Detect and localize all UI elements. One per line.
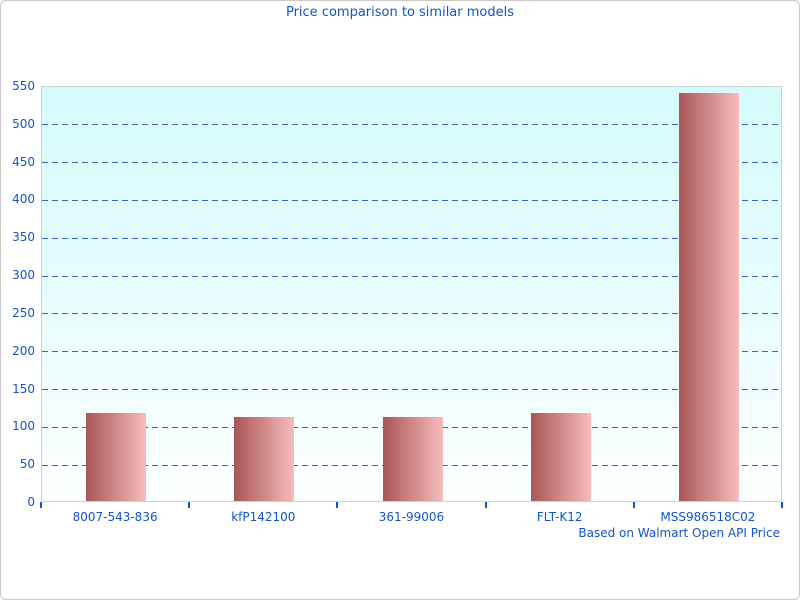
x-axis-tick [781, 502, 783, 508]
y-tick-label: 550 [12, 79, 35, 93]
gridline-350 [42, 237, 781, 239]
bar-kfP142100 [234, 417, 295, 501]
gridline-500 [42, 124, 781, 126]
x-axis-tick [188, 502, 191, 508]
x-category-label-361-99006: 361-99006 [378, 510, 445, 524]
y-tick-label: 50 [19, 457, 35, 472]
x-axis-tick [336, 502, 339, 508]
plot-area [41, 86, 782, 502]
x-category-label-FLT-K12: FLT-K12 [536, 510, 583, 524]
y-tick-label: 350 [12, 230, 35, 245]
y-tick-label: 300 [12, 268, 35, 283]
gridline-200 [42, 351, 781, 353]
y-tick-label: 500 [12, 116, 35, 131]
bar-8007-543-836 [86, 413, 147, 501]
x-axis-tick [40, 502, 42, 508]
gridline-250 [42, 313, 781, 315]
x-category-label-kfP142100: kfP142100 [231, 510, 296, 524]
bar-361-99006 [382, 417, 443, 501]
bar-MSS986518C02 [678, 93, 739, 501]
y-tick-label: 250 [12, 305, 35, 320]
y-tick-label: 400 [12, 192, 35, 207]
chart-title: Price comparison to similar models [285, 5, 515, 20]
x-category-label-MSS986518C02: MSS986518C02 [660, 510, 756, 524]
gridline-300 [42, 275, 781, 277]
x-category-label-8007-543-836: 8007-543-836 [72, 510, 158, 524]
x-axis-tick [484, 502, 487, 508]
source-note: Based on Walmart Open API Price [578, 526, 780, 540]
bar-FLT-K12 [530, 413, 591, 501]
y-tick-label: 200 [12, 343, 35, 358]
x-axis-tick [632, 502, 635, 508]
y-tick-label: 100 [12, 419, 35, 434]
gridline-400 [42, 199, 781, 201]
y-tick-label: 150 [12, 381, 35, 396]
gridline-150 [42, 389, 781, 391]
gridline-450 [42, 162, 781, 164]
y-tick-label: 450 [12, 154, 35, 169]
y-tick-label: 0 [27, 495, 35, 509]
